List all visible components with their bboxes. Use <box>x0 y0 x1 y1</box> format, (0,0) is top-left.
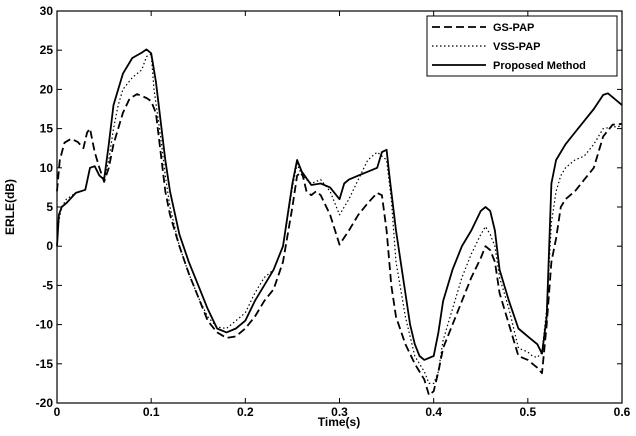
series-line-proposed-method <box>56 48 623 361</box>
y-tick-label: -10 <box>36 318 54 332</box>
y-tick-label: -15 <box>36 357 54 371</box>
legend-label-gs-pap: GS-PAP <box>493 22 534 34</box>
y-tick-label: 0 <box>46 239 53 253</box>
series-line-vss-pap <box>56 53 623 384</box>
y-tick-label: 25 <box>40 43 54 57</box>
legend-label-vss-pap: VSS-PAP <box>493 41 540 53</box>
y-axis-ticks: -20 -15 -10 -5 0 5 10 15 20 25 30 <box>36 4 622 410</box>
x-tick-label: 0.6 <box>614 405 631 419</box>
y-tick-label: 15 <box>40 122 54 136</box>
y-tick-label: -5 <box>42 278 53 292</box>
y-tick-label: -20 <box>36 396 54 410</box>
y-axis-label: ERLE(dB) <box>3 179 17 235</box>
series-layer <box>56 48 623 397</box>
series-line-gs-pap <box>56 93 623 397</box>
legend-box <box>426 15 618 77</box>
legend: GS-PAP VSS-PAP Proposed Method <box>426 15 618 77</box>
x-axis-ticks: 0 0.1 0.2 0.3 0.4 0.5 0.6 <box>54 11 631 419</box>
x-tick-label: 0.2 <box>237 405 254 419</box>
y-tick-label: 10 <box>40 161 54 175</box>
y-tick-label: 5 <box>46 200 53 214</box>
y-tick-label: 20 <box>40 82 54 96</box>
x-tick-label: 0.5 <box>519 405 536 419</box>
x-axis-label: Time(s) <box>318 415 360 429</box>
legend-label-proposed-method: Proposed Method <box>493 60 586 72</box>
y-tick-label: 30 <box>40 4 54 18</box>
x-tick-label: 0.1 <box>143 405 160 419</box>
x-tick-label: 0.3 <box>331 405 348 419</box>
x-tick-label: 0.4 <box>425 405 442 419</box>
plot-frame <box>56 10 623 404</box>
x-tick-label: 0 <box>54 405 61 419</box>
